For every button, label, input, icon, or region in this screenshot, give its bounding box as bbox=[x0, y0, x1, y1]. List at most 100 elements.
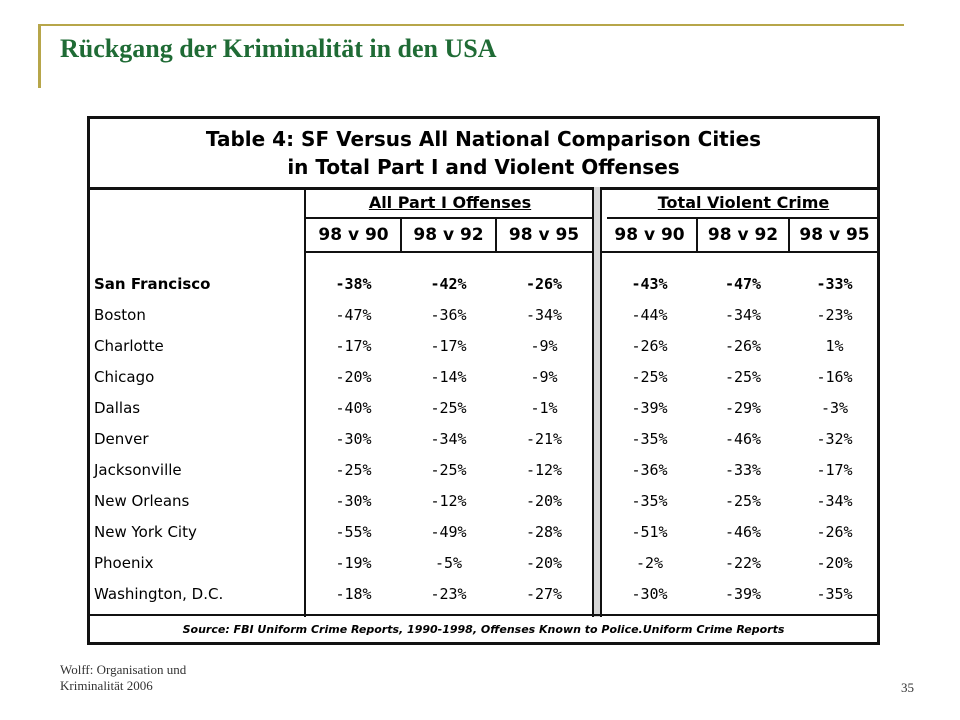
table-row: Boston -47% -36% -34% -44% -34% -23% bbox=[90, 300, 883, 331]
table-cell: -18% bbox=[335, 585, 372, 603]
city-name: Washington, D.C. bbox=[94, 585, 224, 603]
table-row: San Francisco -38% -42% -26% -43% -47% -33% bbox=[90, 269, 883, 300]
table-cell: -46% bbox=[724, 523, 762, 541]
table-cell: -39% bbox=[724, 585, 762, 603]
table-cell: -20% bbox=[816, 554, 853, 572]
table-cell: 1% bbox=[825, 337, 844, 355]
city-name: Phoenix bbox=[94, 554, 154, 572]
table-cell: -39% bbox=[631, 399, 668, 417]
table-cell: -25% bbox=[724, 492, 762, 510]
column-header: 98 v 95 bbox=[789, 219, 880, 253]
table-cell: -38% bbox=[335, 275, 372, 293]
title-accent-horizontal-line bbox=[38, 24, 904, 26]
table-row: Denver -30% -34% -21% -35% -46% -32% bbox=[90, 424, 883, 455]
table-row: Chicago -20% -14% -9% -25% -25% -16% bbox=[90, 362, 883, 393]
table-cell: -26% bbox=[525, 275, 563, 293]
table-cell: -25% bbox=[631, 368, 668, 386]
table-cell: -20% bbox=[525, 492, 563, 510]
table-cell: -29% bbox=[724, 399, 762, 417]
city-name: New York City bbox=[94, 523, 197, 541]
table-cell: -40% bbox=[335, 399, 372, 417]
table-cell: -23% bbox=[816, 306, 853, 324]
column-divider bbox=[400, 219, 402, 253]
table-cell: -17% bbox=[335, 337, 372, 355]
table-cell: -44% bbox=[631, 306, 668, 324]
table-cell: -30% bbox=[335, 430, 372, 448]
table-cell: -36% bbox=[631, 461, 668, 479]
table-row: Charlotte -17% -17% -9% -26% -26% 1% bbox=[90, 331, 883, 362]
table-cell: -26% bbox=[631, 337, 668, 355]
table-cell: -25% bbox=[430, 399, 467, 417]
table-cell: -3% bbox=[820, 399, 849, 417]
footer-author: Wolff: Organisation und Kriminalität 200… bbox=[60, 662, 186, 694]
table-cell: -25% bbox=[335, 461, 372, 479]
column-divider bbox=[495, 219, 497, 253]
column-divider bbox=[788, 219, 790, 253]
table-cell: -33% bbox=[724, 461, 762, 479]
table-cell: -36% bbox=[430, 306, 467, 324]
city-name: Denver bbox=[94, 430, 149, 448]
table-cell: -14% bbox=[430, 368, 467, 386]
table-cell: -46% bbox=[724, 430, 762, 448]
table-cell: -47% bbox=[724, 275, 762, 293]
table-cell: -47% bbox=[335, 306, 372, 324]
table-cell: -34% bbox=[525, 306, 563, 324]
table-cell: -5% bbox=[434, 554, 463, 572]
table-cell: -35% bbox=[631, 430, 668, 448]
table-cell: -51% bbox=[631, 523, 668, 541]
group-separator-bar bbox=[592, 187, 602, 617]
city-name: New Orleans bbox=[94, 492, 190, 510]
table-cell: -17% bbox=[430, 337, 467, 355]
table-cell: -1% bbox=[530, 399, 558, 417]
table-cell: -12% bbox=[430, 492, 467, 510]
table-cell: -9% bbox=[530, 337, 558, 355]
page-number: 35 bbox=[901, 680, 914, 695]
table-title-line-2: in Total Part I and Violent Offenses bbox=[287, 155, 680, 179]
table-cell: -22% bbox=[724, 554, 762, 572]
table-cell: -27% bbox=[525, 585, 563, 603]
table-cell: -55% bbox=[335, 523, 372, 541]
table-cell: -30% bbox=[631, 585, 668, 603]
table-cell: -16% bbox=[816, 368, 853, 386]
column-header: 98 v 92 bbox=[401, 219, 496, 253]
table-cell: -34% bbox=[724, 306, 762, 324]
table-cell: -30% bbox=[335, 492, 372, 510]
group-header-part-one-offenses: All Part I Offenses bbox=[306, 187, 594, 219]
column-divider bbox=[696, 219, 698, 253]
city-name: Charlotte bbox=[94, 337, 164, 355]
column-header: 98 v 90 bbox=[306, 219, 401, 253]
city-name: Dallas bbox=[94, 399, 141, 417]
slide-title: Rückgang der Kriminalität in den USA bbox=[60, 34, 497, 63]
table-row: Dallas -40% -25% -1% -39% -29% -3% bbox=[90, 393, 883, 424]
table-cell: -23% bbox=[430, 585, 467, 603]
city-name: Boston bbox=[94, 306, 146, 324]
city-name: Jacksonville bbox=[94, 461, 182, 479]
table-row: Washington, D.C. -18% -23% -27% -30% -39% -35% bbox=[90, 579, 883, 610]
table-source-note: Source: FBI Uniform Crime Reports, 1990-… bbox=[90, 614, 877, 642]
table-cell: -19% bbox=[335, 554, 372, 572]
table-cell: -26% bbox=[724, 337, 762, 355]
table-cell: -17% bbox=[816, 461, 853, 479]
table-cell: -26% bbox=[816, 523, 853, 541]
table-cell: -42% bbox=[430, 275, 467, 293]
column-header: 98 v 90 bbox=[602, 219, 697, 253]
footer-line-2: Kriminalität 2006 bbox=[60, 678, 153, 693]
table-title: Table 4: SF Versus All National Comparis… bbox=[90, 119, 877, 190]
table-cell: -20% bbox=[525, 554, 563, 572]
city-name: Chicago bbox=[94, 368, 155, 386]
group-header-violent-crime: Total Violent Crime bbox=[607, 187, 880, 219]
table-row: Jacksonville -25% -25% -12% -36% -33% -17% bbox=[90, 455, 883, 486]
table-row: Phoenix -19% -5% -20% -2% -22% -20% bbox=[90, 548, 883, 579]
column-divider bbox=[304, 187, 306, 617]
table-cell: -32% bbox=[816, 430, 853, 448]
footer-line-1: Wolff: Organisation und bbox=[60, 662, 187, 677]
table-cell: -21% bbox=[525, 430, 563, 448]
table-row: New Orleans -30% -12% -20% -35% -25% -34% bbox=[90, 486, 883, 517]
table-cell: -34% bbox=[816, 492, 853, 510]
city-name: San Francisco bbox=[94, 275, 211, 293]
table-cell: -20% bbox=[335, 368, 372, 386]
table-cell: -34% bbox=[430, 430, 467, 448]
table-cell: -25% bbox=[724, 368, 762, 386]
table-cell: -49% bbox=[430, 523, 467, 541]
table-row: New York City -55% -49% -28% -51% -46% -26% bbox=[90, 517, 883, 548]
